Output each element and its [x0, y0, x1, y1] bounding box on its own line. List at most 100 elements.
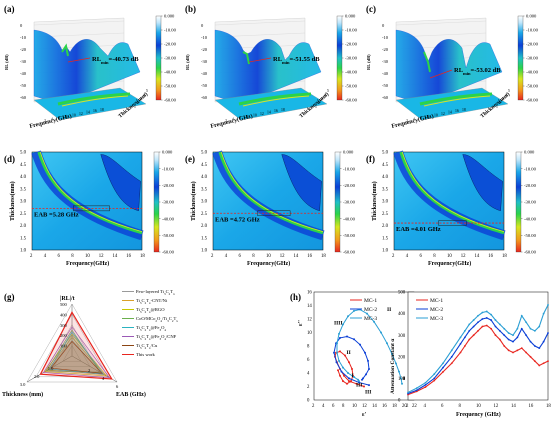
- contour-region: [100, 154, 141, 212]
- y-tick-label: 400: [398, 312, 406, 317]
- legend-text-part: 4: [164, 337, 166, 341]
- colorbar-tick-label: -10.00: [343, 166, 356, 171]
- x-tick-label: 14: [294, 254, 299, 259]
- y-tick-label: 5: [327, 89, 329, 93]
- x-tick-label: 10: [253, 113, 257, 117]
- contour-region: [462, 154, 503, 212]
- colorbar-tick-label: -60.00: [524, 250, 537, 255]
- legend-text-part: x: [149, 328, 151, 332]
- contour-region: [281, 154, 322, 212]
- z-axis-label: RL (dB): [185, 54, 190, 70]
- y-tick-label: 4.0: [382, 175, 389, 180]
- data-point: [529, 355, 532, 358]
- data-point: [336, 342, 338, 345]
- radar-tick-label: 1.0: [48, 366, 54, 371]
- x-tick-label: 10: [72, 113, 76, 117]
- data-point: [494, 325, 497, 328]
- data-point: [516, 336, 519, 339]
- annotation-pointer: [67, 57, 91, 63]
- x-tick-label: 10: [352, 404, 357, 409]
- colorbar-tick-label: -50.00: [526, 84, 539, 89]
- z-tick-label: -50: [382, 83, 389, 88]
- y-tick-label: 3.5: [20, 187, 27, 192]
- legend-text-part: 3: [167, 319, 169, 323]
- legend-text-part: 2: [169, 292, 171, 296]
- y-tick-label: 5: [508, 89, 510, 93]
- x-axis-label: Frequency(GHz): [428, 260, 471, 267]
- data-point: [364, 351, 366, 354]
- y-tick-label: 4.0: [20, 175, 27, 180]
- legend-text-part: x: [176, 319, 178, 323]
- data-point: [433, 379, 436, 382]
- data-point: [380, 331, 382, 334]
- data-point: [346, 335, 348, 338]
- data-point: [450, 362, 453, 365]
- z-tick-label: 0: [20, 23, 23, 28]
- x-tick-label: 10: [447, 254, 452, 259]
- legend-label: Ti3C2Tx/Cu: [136, 343, 158, 350]
- legend-text-part: T: [146, 325, 149, 330]
- colorbar: [517, 15, 524, 101]
- y-tick-label: 300: [398, 334, 406, 339]
- data-point: [339, 350, 341, 353]
- x-tick-label: 2: [312, 404, 315, 409]
- legend-text-part: This work: [136, 352, 155, 357]
- x-tick-label: 2: [406, 119, 408, 123]
- surface-min-valley: [423, 51, 431, 73]
- heatmap-panel: (f) EAB =4.01 GHz 2 4 6 8 10 12 14 16 18 1.0 1.5 2.0 2…: [366, 150, 537, 267]
- data-point: [339, 374, 341, 377]
- colorbar-tick-label: -10.00: [345, 28, 358, 33]
- data-point: [395, 362, 397, 365]
- colorbar-tick-label: -50.00: [162, 233, 175, 238]
- data-point: [477, 314, 479, 317]
- y-tick-label: 3: [321, 97, 323, 101]
- colorbar: [515, 151, 522, 253]
- legend-text-part: 3: [140, 346, 142, 350]
- x-tick-label: 18: [140, 254, 145, 259]
- legend-text-part: 3: [140, 310, 142, 314]
- data-point: [529, 340, 532, 343]
- legend-text-part: Ti: [136, 343, 141, 348]
- data-point: [450, 349, 453, 352]
- x-tick-label: 16: [382, 404, 387, 409]
- x-tick-label: 2: [30, 254, 33, 259]
- y-tick-label: 1.5: [382, 236, 389, 241]
- legend-text-part: C: [142, 334, 145, 339]
- data-point: [538, 364, 541, 367]
- relaxation-label: I: [352, 373, 354, 379]
- data-point: [490, 327, 493, 330]
- x-tick-label: 18: [100, 108, 104, 112]
- data-point: [481, 325, 484, 328]
- y-tick-label: 4: [505, 93, 507, 97]
- colorbar-tick-label: -20.00: [526, 42, 539, 47]
- x-tick-label: 14: [86, 111, 90, 115]
- z-tick-label: -50: [201, 83, 208, 88]
- absorption-band-core: [218, 151, 324, 235]
- legend-text-part: 3: [140, 337, 142, 341]
- colorbar-tick-label: -50.00: [343, 233, 356, 238]
- y-tick-label: 1: [134, 105, 136, 109]
- eab-annotation: EAB =4.72 GHz: [215, 216, 260, 223]
- data-point: [342, 380, 344, 383]
- data-point: [353, 309, 355, 312]
- radar-axis-label: EAB (GHz): [116, 391, 146, 398]
- relaxation-label: III: [365, 389, 371, 395]
- x-tick-label: 12: [362, 404, 367, 409]
- y-tick-label: 1.0: [382, 249, 389, 254]
- legend-text-part: -CNT/Ni: [151, 298, 168, 303]
- data-point: [472, 325, 475, 328]
- y-tick-label: 1.0: [201, 249, 208, 254]
- colorbar-tick-label: -60.00: [345, 98, 358, 103]
- radar-tick-label: 500: [60, 302, 68, 307]
- x-tick-label: 2: [225, 119, 227, 123]
- data-point: [424, 383, 427, 386]
- data-point: [459, 351, 462, 354]
- rl-min-annotation: RLmin=-51.55 dB: [273, 56, 320, 65]
- colorbar-tick-label: 0.000: [162, 150, 173, 155]
- y-tick-label: 1: [496, 105, 498, 109]
- data-point: [407, 391, 409, 394]
- z-tick-label: -30: [382, 59, 389, 64]
- absorption-band-core: [399, 151, 505, 235]
- data-point: [337, 369, 339, 372]
